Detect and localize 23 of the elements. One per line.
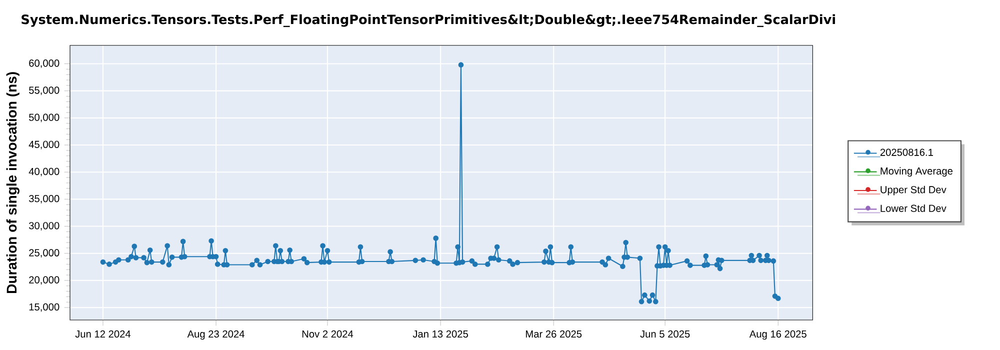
- legend-label: 20250816.1: [880, 148, 933, 156]
- y-tick-label: 40,000: [28, 168, 60, 176]
- y-tick-label: 25,000: [29, 249, 60, 258]
- y-tick-label: 55,000: [29, 86, 60, 96]
- y-tick-label: 60,000: [29, 60, 60, 68]
- y-tick-label: 30,000: [28, 222, 60, 230]
- x-tick-label: Jun 12 2024: [75, 330, 131, 338]
- x-tick-label: Jan 13 2025: [412, 330, 468, 338]
- x-tick-label: Aug 23 2024: [187, 330, 244, 340]
- x-tick-label: Nov 2 2024: [302, 330, 354, 338]
- y-tick-label: 20,000: [29, 276, 60, 285]
- x-tick-label: Aug 16 2025: [749, 330, 806, 340]
- legend-label: Moving Average: [880, 167, 953, 177]
- legend-label: Upper Std Dev: [880, 186, 946, 196]
- y-tick-label: 15,000: [29, 303, 60, 312]
- y-tick-label: 35,000: [28, 194, 60, 204]
- x-tick-label: Mar 26 2025: [526, 330, 582, 338]
- y-tick-label: 50,000: [29, 114, 60, 122]
- chart-title: System.Numerics.Tensors.Tests.Perf_FloatingPointTensorPrimitives&lt;Double&gt;.Ieee754Remainder_ScalarDivi: [22, 14, 835, 28]
- y-tick-label: 45,000: [28, 140, 60, 150]
- y-axis-title: Duration of single invocation (ns): [6, 72, 20, 293]
- x-tick-label: Jun 5 2025: [640, 330, 690, 338]
- legend-label: Lower Std Dev: [880, 204, 946, 212]
